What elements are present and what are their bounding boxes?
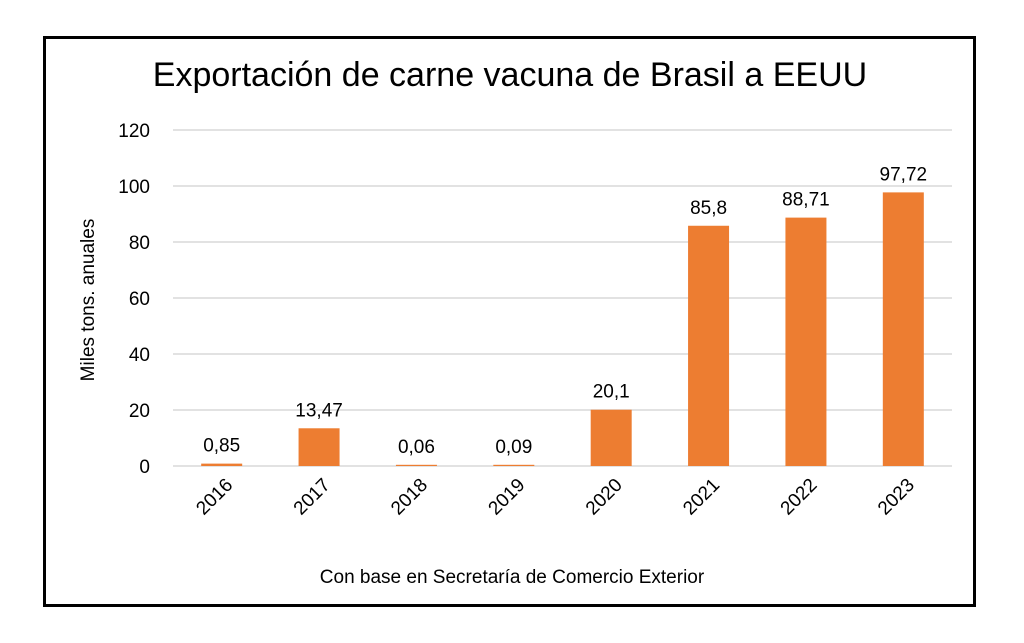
data-label-2018: 0,06	[398, 437, 435, 458]
bar-2018	[395, 464, 437, 466]
y-tick-label: 20	[129, 401, 150, 422]
y-tick-label: 80	[129, 233, 150, 254]
x-tick-label-2020: 2020	[582, 475, 627, 520]
bar-2017	[298, 428, 340, 466]
x-tick-label-2017: 2017	[290, 475, 335, 520]
y-tick-label: 0	[139, 457, 150, 478]
data-label-2019: 0,09	[495, 437, 532, 458]
data-labels: 0,85 13,47 0,06 0,09 20,1 85,8 88,71 97,72	[203, 164, 927, 458]
y-tick-label: 40	[129, 345, 150, 366]
x-tick-label-2019: 2019	[485, 475, 530, 520]
y-tick-labels: 0 20 40 60 80 100 120	[118, 121, 150, 478]
bar-2022	[785, 217, 827, 466]
bar-2016	[201, 463, 243, 466]
chart-title: Exportación de carne vacuna de Brasil a …	[0, 56, 1024, 95]
x-axis-label-source: Con base en Secretaría de Comercio Exter…	[319, 567, 705, 588]
y-tick-label: 60	[129, 289, 150, 310]
data-label-2023: 97,72	[880, 164, 928, 185]
x-tick-labels: 2016 2017 2018 2019 2020 2021 2022 2023	[192, 475, 918, 520]
data-label-2021: 85,8	[690, 198, 727, 219]
data-label-2017: 13,47	[295, 400, 343, 421]
bar-2020	[590, 409, 632, 466]
bar-2019	[493, 464, 535, 466]
bar-2021	[688, 225, 730, 466]
gridlines	[173, 129, 952, 467]
x-tick-label-2018: 2018	[387, 475, 432, 520]
x-tick-label-2021: 2021	[679, 475, 724, 520]
data-label-2020: 20,1	[593, 382, 630, 403]
bars	[201, 192, 924, 466]
x-tick-label-2023: 2023	[874, 475, 919, 520]
chart-title-text: Exportación de carne vacuna de Brasil a …	[152, 56, 868, 94]
x-tick-label-2022: 2022	[777, 475, 822, 520]
y-tick-label: 120	[118, 121, 150, 142]
data-label-2022: 88,71	[782, 190, 830, 211]
x-tick-label-2016: 2016	[192, 475, 237, 520]
data-label-2016: 0,85	[203, 436, 240, 457]
bar-2023	[882, 192, 924, 466]
y-tick-label: 100	[118, 177, 150, 198]
